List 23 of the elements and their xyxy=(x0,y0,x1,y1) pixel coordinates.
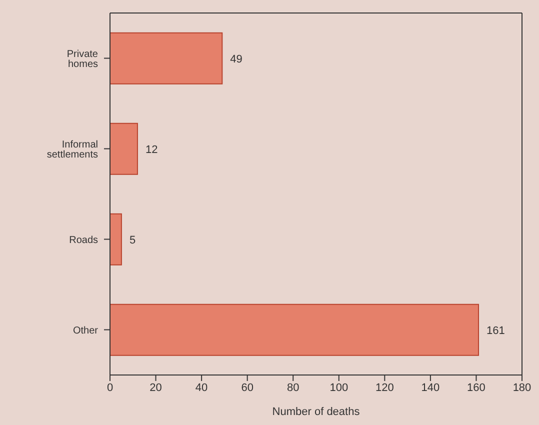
data-label: 5 xyxy=(129,234,136,246)
x-tick-label: 100 xyxy=(330,382,348,394)
x-tick-label: 180 xyxy=(512,382,532,394)
data-label: 49 xyxy=(230,53,242,66)
bar xyxy=(110,213,122,266)
bar xyxy=(110,32,223,84)
y-tick-label: Roads xyxy=(69,234,98,246)
y-tick-label: Private homes xyxy=(66,48,98,70)
data-label: 161 xyxy=(486,324,505,337)
x-tick-label: 140 xyxy=(421,382,440,394)
y-tick-label: Other xyxy=(72,325,99,336)
bar xyxy=(110,304,480,356)
data-label: 12 xyxy=(145,144,158,156)
bar xyxy=(110,122,138,175)
x-tick-label: 120 xyxy=(375,382,394,394)
x-tick-label: 20 xyxy=(150,382,162,394)
y-tick-label: Informal settlements xyxy=(46,139,98,160)
x-axis-title: Number of deaths xyxy=(272,406,360,418)
x-tick-label: 60 xyxy=(241,382,254,394)
x-tick-label: 160 xyxy=(467,382,486,394)
x-tick-label: 40 xyxy=(195,382,208,394)
x-tick-label: 0 xyxy=(106,382,114,394)
x-tick-label: 80 xyxy=(286,382,300,394)
